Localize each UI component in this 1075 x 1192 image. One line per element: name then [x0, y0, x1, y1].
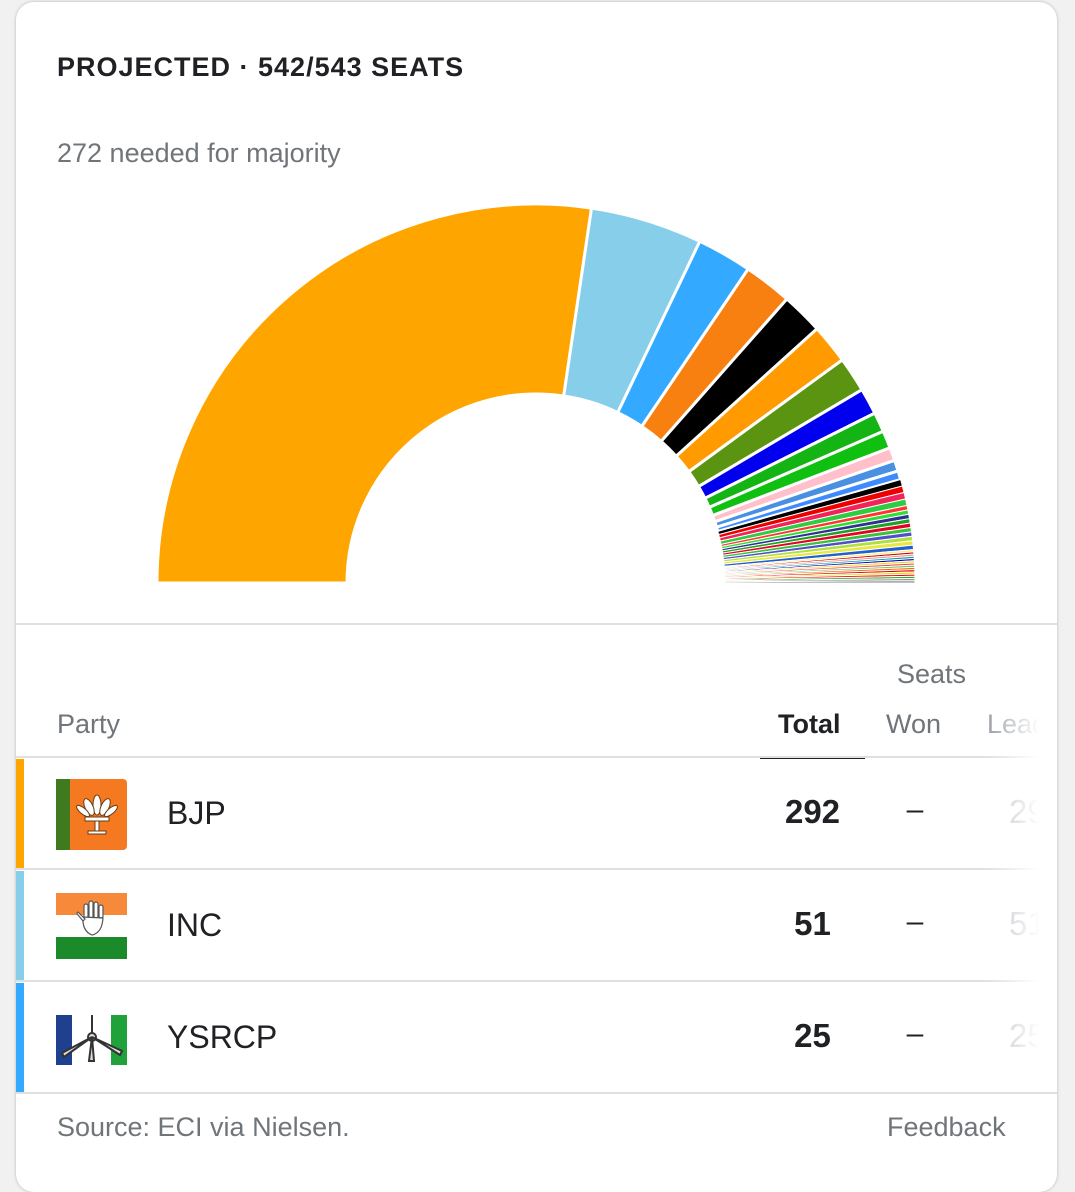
inc-hand-flag-icon	[56, 891, 127, 962]
row-divider	[16, 980, 1057, 982]
seat-donut-chart	[155, 202, 916, 585]
party-won-seats: –	[906, 1017, 924, 1050]
party-color-bar	[16, 871, 24, 981]
row-divider	[16, 868, 1057, 870]
party-name: BJP	[167, 795, 226, 831]
table-row[interactable]: YSRCP 25 – 25	[16, 983, 1057, 1093]
party-color-bar	[16, 983, 24, 1093]
party-name: INC	[167, 907, 223, 943]
feedback-link[interactable]: Feedback	[887, 1112, 1006, 1142]
row-divider	[16, 1092, 1057, 1094]
total-column-tab[interactable]: Total	[778, 709, 841, 739]
party-leading-seats: 292	[1009, 793, 1057, 830]
seat-segment-0[interactable]	[155, 202, 594, 585]
source-note: Source: ECI via Nielsen.	[57, 1112, 350, 1142]
party-total-seats: 292	[784, 793, 841, 830]
party-total-seats: 51	[794, 905, 831, 942]
table-row[interactable]: INC 51 – 51	[16, 871, 1057, 981]
party-leading-seats: 51	[1009, 905, 1046, 942]
party-won-seats: –	[906, 793, 924, 826]
party-column-header: Party	[57, 709, 121, 739]
won-column-tab[interactable]: Won	[886, 709, 942, 739]
ysrcp-fan-flag-icon	[56, 1003, 127, 1074]
results-card: PROJECTED · 542/543 SEATS 272 needed for…	[16, 2, 1057, 1192]
seat-segment-41[interactable]	[724, 580, 916, 584]
header-divider-right	[865, 756, 1057, 758]
leading-column-tab[interactable]: Leading	[987, 709, 1057, 739]
party-total-seats: 25	[794, 1017, 831, 1054]
table-row[interactable]: BJP 292 – 292	[16, 759, 1057, 869]
seats-group-header: Seats	[897, 659, 967, 689]
chart-title: PROJECTED · 542/543 SEATS	[57, 52, 465, 82]
header-divider	[16, 756, 865, 758]
party-color-bar	[16, 759, 24, 869]
party-name: YSRCP	[167, 1019, 278, 1055]
majority-subtitle: 272 needed for majority	[57, 138, 341, 168]
party-won-seats: –	[906, 905, 924, 938]
bjp-lotus-flag-icon	[56, 779, 127, 850]
party-leading-seats: 25	[1009, 1017, 1046, 1054]
chart-divider	[16, 623, 1057, 625]
